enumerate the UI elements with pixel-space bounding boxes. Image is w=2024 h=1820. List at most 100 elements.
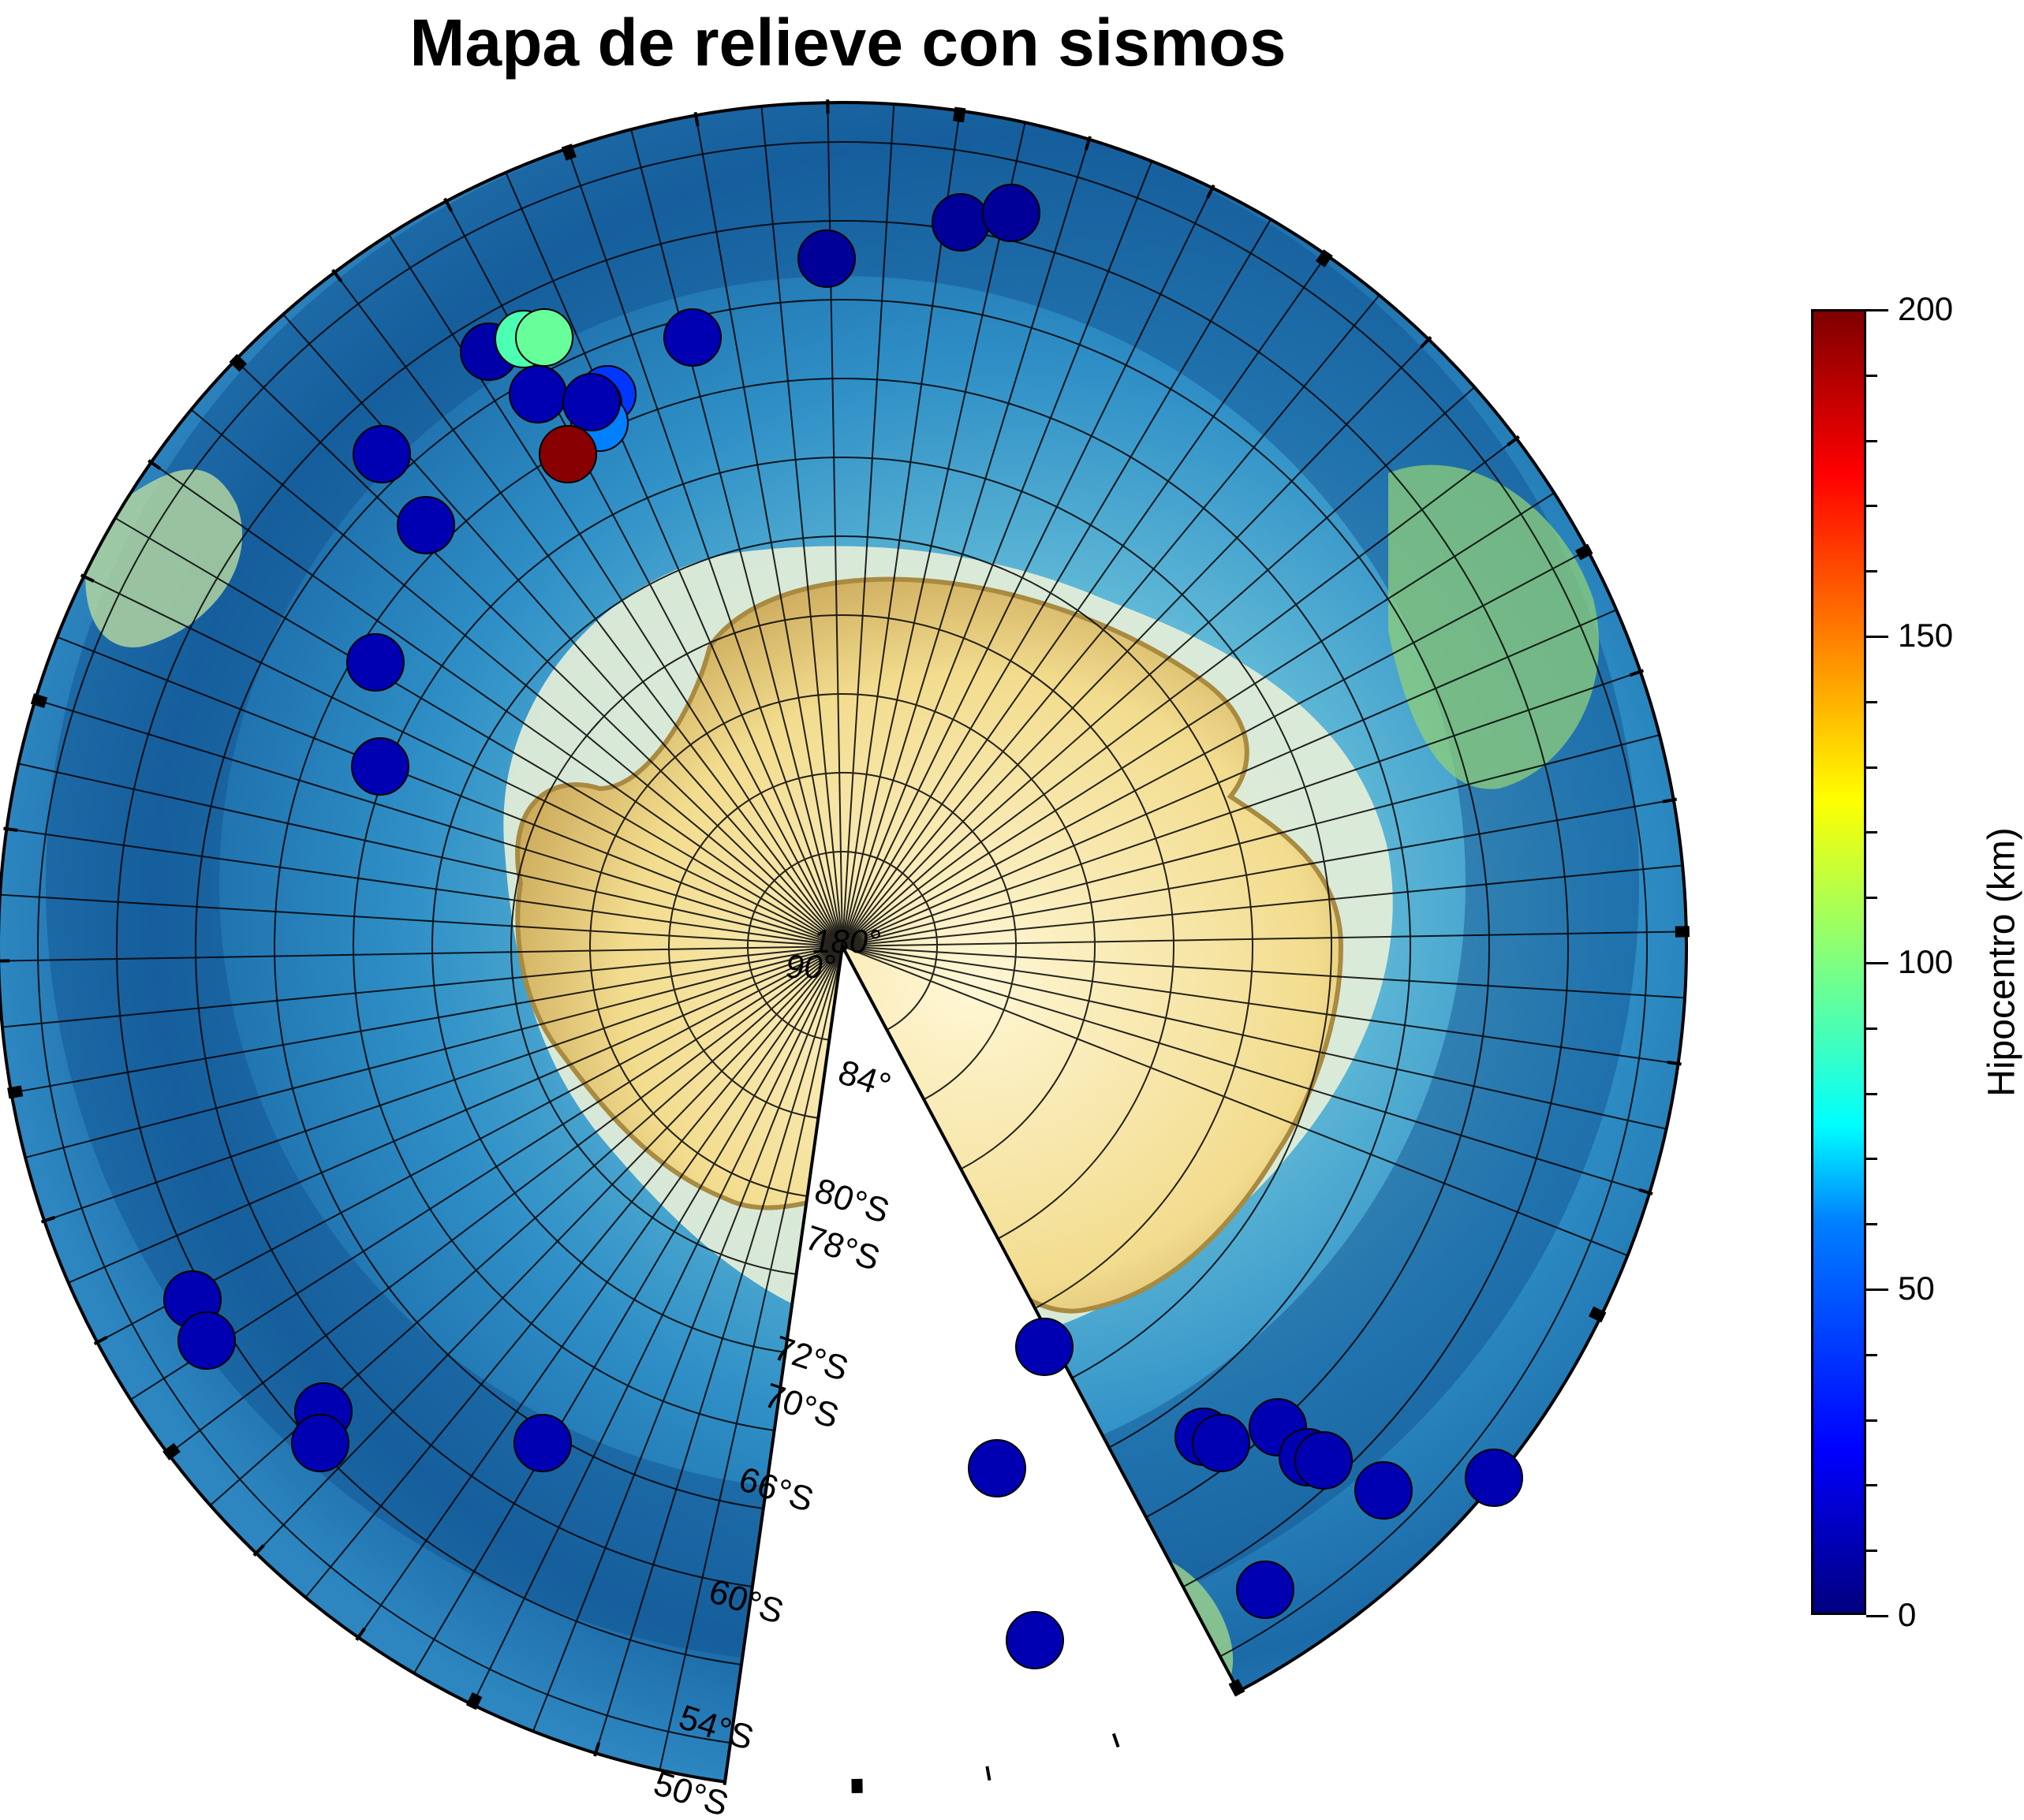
frame-tick xyxy=(561,144,577,161)
frame-tick xyxy=(1420,336,1432,349)
earthquake-marker xyxy=(1294,1431,1353,1490)
frame-tick xyxy=(3,826,18,833)
earthquake-marker xyxy=(346,633,405,692)
meridian-line xyxy=(114,517,843,947)
meridian-line xyxy=(167,945,843,1455)
meridian-line xyxy=(630,129,843,947)
meridian-line xyxy=(842,122,1026,947)
colorbar-major-tick xyxy=(1866,962,1888,964)
colorbar-title: Hipocentro (km) xyxy=(1981,827,2023,1097)
frame-tick xyxy=(40,1215,56,1224)
frame-tick xyxy=(693,111,700,127)
meridian-line xyxy=(842,734,1660,947)
frame-tick xyxy=(229,353,248,372)
earthquake-marker xyxy=(515,308,573,367)
frame-ticks xyxy=(0,99,1690,1793)
meridian-line xyxy=(566,147,843,947)
earthquake-marker xyxy=(513,1414,572,1472)
latitude-labels: 84° 80°S 78°S 72°S 70°S 66°S 60°S 54°S 5… xyxy=(649,1053,895,1820)
frame-tick xyxy=(1638,1188,1653,1195)
colorbar-minor-tick xyxy=(1866,897,1877,900)
meridian-line xyxy=(842,945,1650,1194)
meridian-line xyxy=(357,945,843,1639)
meridian-line xyxy=(842,139,1090,947)
earthquake-marker xyxy=(1192,1414,1250,1472)
colorbar xyxy=(1811,309,1866,1615)
meridian-line xyxy=(842,864,1683,947)
frame-tick xyxy=(1084,136,1092,151)
frame-tick xyxy=(1589,1306,1607,1323)
earthquake-marker xyxy=(351,737,409,796)
meridian-line xyxy=(842,187,1213,947)
meridian-line xyxy=(505,172,843,947)
colorbar-tick-label: 100 xyxy=(1898,943,1954,980)
frame-tick xyxy=(252,1544,265,1557)
meridian-line xyxy=(130,945,843,1400)
colorbar-tick-label: 200 xyxy=(1898,290,1954,327)
earthquake-marker xyxy=(968,1439,1026,1497)
meridian-line xyxy=(68,945,843,1284)
frame-tick xyxy=(465,1692,483,1710)
meridian-line xyxy=(842,945,1679,1065)
colorbar-minor-tick xyxy=(1866,1550,1877,1553)
frame-tick xyxy=(1228,1679,1245,1697)
meridian-line xyxy=(0,945,843,962)
earthquake-markers xyxy=(163,184,1523,1669)
meridian-line xyxy=(35,699,843,947)
pole-label-90: 90° xyxy=(786,948,836,985)
colorbar-minor-tick xyxy=(1866,636,1877,638)
frame-tick xyxy=(1206,184,1216,199)
meridian-line xyxy=(842,103,895,947)
frame-tick xyxy=(1667,1060,1682,1066)
meridian-line xyxy=(255,945,843,1554)
earthquake-marker xyxy=(509,365,567,423)
colorbar-minor-tick xyxy=(1866,1092,1877,1095)
meridian-line xyxy=(282,313,843,947)
meridian-line xyxy=(842,386,1476,947)
earthquake-marker xyxy=(291,1414,349,1472)
frame-tick xyxy=(148,459,162,470)
meridian-line xyxy=(842,294,1380,947)
colorbar-major-tick xyxy=(1866,1289,1888,1291)
map-title: Mapa de relieve con sismos xyxy=(409,6,1286,80)
colorbar-tick-label: 50 xyxy=(1898,1270,1935,1307)
meridian-line xyxy=(842,945,1686,999)
frame-tick xyxy=(1662,797,1678,804)
earthquake-marker xyxy=(1006,1611,1064,1669)
meridian-line xyxy=(842,338,1430,947)
colorbar-minor-tick xyxy=(1866,439,1877,442)
meridian-line xyxy=(842,492,1555,947)
colorbar-minor-tick xyxy=(1866,1615,1877,1617)
earthquake-marker xyxy=(932,193,990,252)
meridian-line xyxy=(532,945,843,1732)
meridian-line xyxy=(842,945,1628,1257)
meridian-line xyxy=(11,945,843,1094)
meridian-line xyxy=(96,945,843,1344)
colorbar-minor-tick xyxy=(1866,1419,1877,1422)
meridian-line xyxy=(472,945,843,1706)
colorbar-minor-tick xyxy=(1866,962,1877,964)
earthquake-marker xyxy=(797,229,856,288)
meridian-line xyxy=(304,945,843,1598)
meridian-line xyxy=(83,576,843,947)
meridian-line xyxy=(842,549,1589,947)
colorbar-minor-tick xyxy=(1866,1158,1877,1161)
frame-tick xyxy=(331,269,343,282)
colorbar-minor-tick xyxy=(1866,700,1877,703)
frame-tick xyxy=(7,1085,24,1099)
colorbar-tick-label: 0 xyxy=(1898,1596,1917,1633)
earthquake-marker xyxy=(539,425,597,483)
frame-tick xyxy=(1575,543,1593,561)
colorbar-minor-tick xyxy=(1866,505,1877,508)
meridian-line xyxy=(842,438,1518,947)
earthquake-marker xyxy=(663,308,722,367)
frame-tick xyxy=(80,573,95,583)
colorbar-minor-tick xyxy=(1866,1027,1877,1030)
frame-tick xyxy=(30,693,48,708)
colorbar-minor-tick xyxy=(1866,309,1877,311)
meridian-line xyxy=(190,408,843,947)
meridian-line xyxy=(842,945,1667,1130)
frame-tick xyxy=(1629,669,1645,677)
earthquake-marker xyxy=(397,496,455,554)
